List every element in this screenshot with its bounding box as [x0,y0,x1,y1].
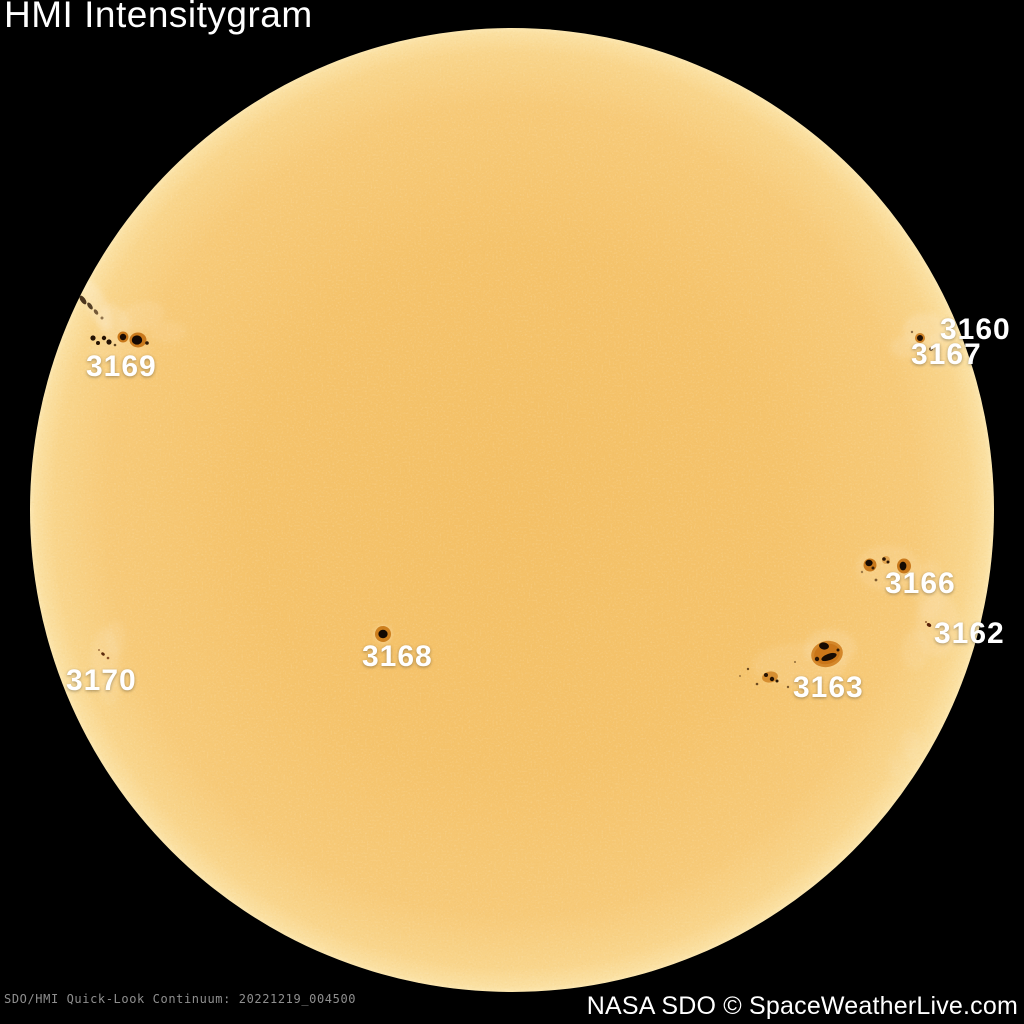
page-title: HMI Intensitygram [4,0,313,35]
observation-caption: SDO/HMI Quick-Look Continuum: 20221219_0… [4,992,357,1006]
credit-text: NASA SDO © SpaceWeatherLive.com [586,992,1018,1020]
sunspot-group-3160-3167 [890,313,952,368]
sunspot-group-3163 [739,629,856,689]
sunspot-group-3168 [373,624,393,644]
sunspot-group-3162 [901,593,960,670]
sunspot-group-3170 [91,620,126,706]
limb-faculae [887,729,920,777]
